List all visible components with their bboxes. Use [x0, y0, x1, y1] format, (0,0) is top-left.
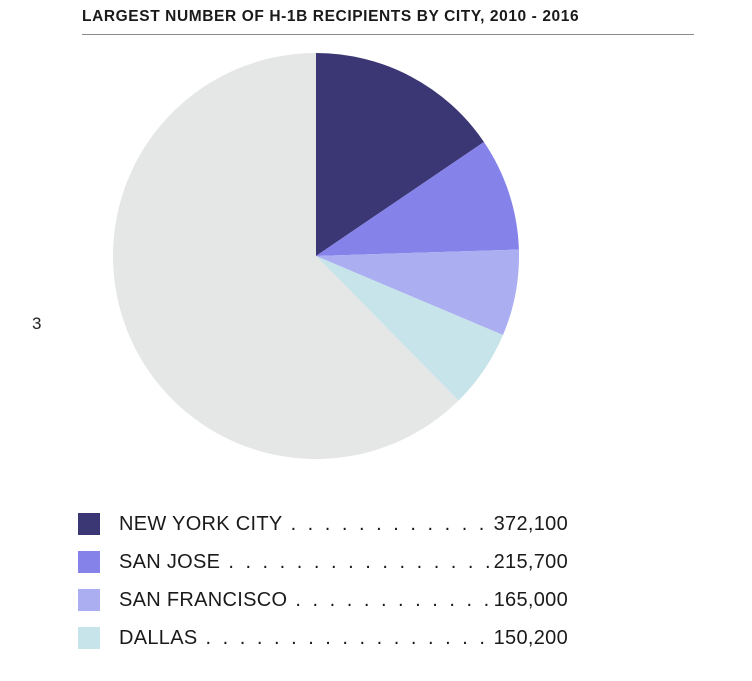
pie-slice-remainder	[113, 53, 459, 460]
chart-title: LARGEST NUMBER OF H-1B RECIPIENTS BY CIT…	[82, 8, 580, 25]
legend-value: 372,100	[493, 512, 568, 535]
pie-slice-san-jose	[316, 141, 519, 256]
legend-value: 215,700	[493, 550, 568, 573]
legend-swatch	[78, 551, 100, 573]
legend-value: 165,000	[493, 588, 568, 611]
legend: NEW YORK CITY 372,100 SAN JOSE 215,700 S…	[78, 512, 568, 664]
legend-label: NEW YORK CITY	[119, 512, 283, 535]
pie-slice-new-york-city	[316, 53, 484, 256]
leader-dots	[220, 551, 493, 574]
leader-dots	[287, 589, 493, 612]
title-divider	[82, 34, 694, 35]
pie-slice-san-francisco	[316, 249, 520, 336]
legend-value: 150,200	[493, 626, 568, 649]
stray-glyph: 3	[32, 314, 42, 333]
legend-swatch	[78, 589, 100, 611]
legend-item-san-jose: SAN JOSE 215,700	[78, 550, 568, 574]
leader-dots	[283, 513, 494, 536]
legend-item-dallas: DALLAS 150,200	[78, 626, 568, 650]
legend-label: SAN JOSE	[119, 550, 221, 573]
legend-swatch	[78, 513, 100, 535]
legend-swatch	[78, 627, 100, 649]
legend-item-san-francisco: SAN FRANCISCO 165,000	[78, 588, 568, 612]
legend-label: SAN FRANCISCO	[119, 588, 288, 611]
legend-label: DALLAS	[119, 626, 198, 649]
pie-slice-dallas	[316, 256, 503, 401]
leader-dots	[198, 627, 494, 650]
legend-item-new-york-city: NEW YORK CITY 372,100	[78, 512, 568, 536]
